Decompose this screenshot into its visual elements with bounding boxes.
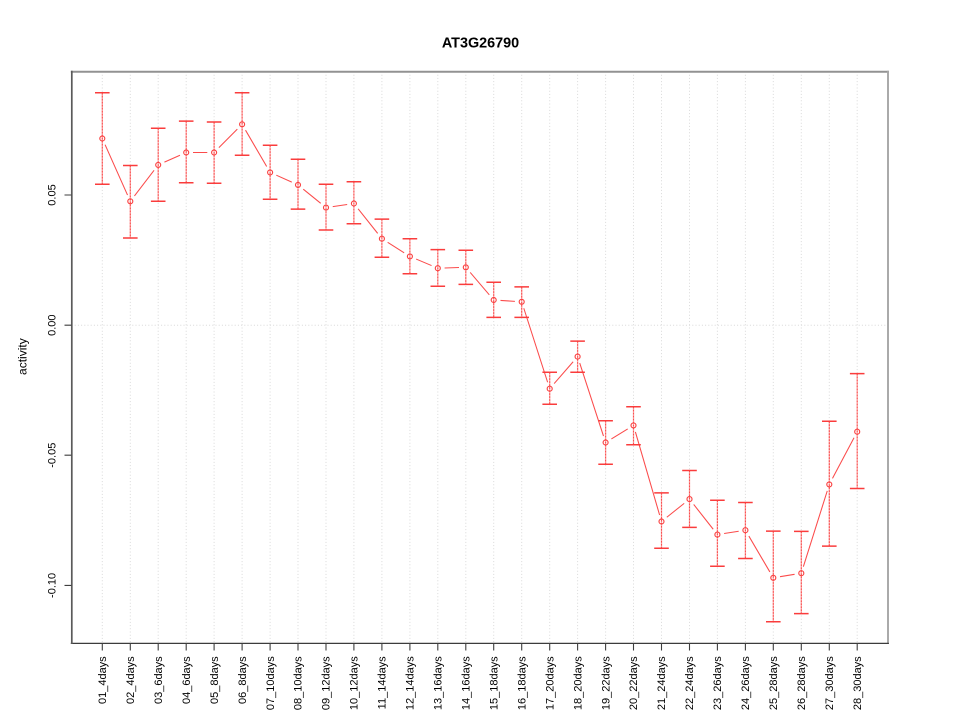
- svg-text:01_4days: 01_4days: [97, 656, 109, 704]
- svg-text:16_18days: 16_18days: [516, 656, 528, 710]
- svg-text:19_22days: 19_22days: [600, 656, 612, 710]
- svg-text:21_24days: 21_24days: [656, 656, 668, 710]
- svg-text:24_26days: 24_26days: [740, 656, 752, 710]
- svg-text:20_22days: 20_22days: [628, 656, 640, 710]
- svg-text:07_10days: 07_10days: [265, 656, 277, 710]
- svg-text:-0.05: -0.05: [47, 443, 59, 468]
- svg-text:-0.10: -0.10: [47, 573, 59, 598]
- svg-text:27_30days: 27_30days: [824, 656, 836, 710]
- svg-text:0.00: 0.00: [47, 314, 59, 335]
- svg-text:09_12days: 09_12days: [321, 656, 333, 710]
- svg-text:12_14days: 12_14days: [405, 656, 417, 710]
- svg-text:AT3G26790: AT3G26790: [442, 36, 519, 52]
- svg-text:02_4days: 02_4days: [125, 656, 137, 704]
- svg-text:0.05: 0.05: [47, 184, 59, 205]
- svg-text:11_14days: 11_14days: [377, 656, 389, 710]
- svg-text:14_16days: 14_16days: [461, 656, 473, 710]
- svg-text:08_10days: 08_10days: [293, 656, 305, 710]
- svg-text:23_26days: 23_26days: [712, 656, 724, 710]
- svg-text:04_6days: 04_6days: [181, 656, 193, 704]
- svg-text:06_8days: 06_8days: [237, 656, 249, 704]
- svg-text:15_18days: 15_18days: [488, 656, 500, 710]
- svg-text:13_16days: 13_16days: [433, 656, 445, 710]
- svg-text:25_28days: 25_28days: [768, 656, 780, 710]
- svg-text:26_28days: 26_28days: [796, 656, 808, 710]
- svg-text:05_8days: 05_8days: [209, 656, 221, 704]
- svg-text:18_20days: 18_20days: [572, 656, 584, 710]
- svg-text:activity: activity: [15, 338, 29, 375]
- svg-text:28_30days: 28_30days: [852, 656, 864, 710]
- svg-text:22_24days: 22_24days: [684, 656, 696, 710]
- svg-text:17_20days: 17_20days: [544, 656, 556, 710]
- svg-text:10_12days: 10_12days: [349, 656, 361, 710]
- svg-text:03_6days: 03_6days: [153, 656, 165, 704]
